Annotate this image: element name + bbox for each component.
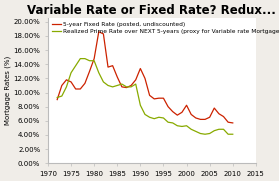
Realized Prime Rate over NEXT 5-years (proxy for Variable rate Mortgage) — [116, 84, 119, 87]
Realized Prime Rate over NEXT 5-years (proxy for Variable rate Mortgage) — [74, 65, 77, 67]
Realized Prime Rate over NEXT 5-years (proxy for Variable rate Mortgage) — [213, 130, 216, 132]
Realized Prime Rate over NEXT 5-years (proxy for Variable rate Mortgage) — [88, 60, 91, 62]
Realized Prime Rate over NEXT 5-years (proxy for Variable rate Mortgage) — [56, 96, 59, 99]
5-year Fixed Rate (posted, undiscounted) — [74, 88, 77, 90]
5-year Fixed Rate (posted, undiscounted) — [157, 97, 160, 99]
Title: Variable Rate or Fixed Rate? Redux...: Variable Rate or Fixed Rate? Redux... — [27, 4, 276, 17]
Realized Prime Rate over NEXT 5-years (proxy for Variable rate Mortgage) — [171, 122, 174, 124]
Realized Prime Rate over NEXT 5-years (proxy for Variable rate Mortgage) — [227, 133, 230, 135]
5-year Fixed Rate (posted, undiscounted) — [199, 118, 202, 121]
5-year Fixed Rate (posted, undiscounted) — [231, 122, 234, 124]
5-year Fixed Rate (posted, undiscounted) — [139, 67, 142, 70]
Y-axis label: Mortgage Rates (%): Mortgage Rates (%) — [4, 56, 11, 125]
Realized Prime Rate over NEXT 5-years (proxy for Variable rate Mortgage) — [194, 130, 198, 132]
5-year Fixed Rate (posted, undiscounted) — [185, 104, 188, 106]
5-year Fixed Rate (posted, undiscounted) — [65, 79, 68, 81]
5-year Fixed Rate (posted, undiscounted) — [166, 106, 170, 108]
5-year Fixed Rate (posted, undiscounted) — [69, 81, 73, 83]
Realized Prime Rate over NEXT 5-years (proxy for Variable rate Mortgage) — [199, 132, 202, 135]
Realized Prime Rate over NEXT 5-years (proxy for Variable rate Mortgage) — [139, 104, 142, 106]
5-year Fixed Rate (posted, undiscounted) — [129, 84, 133, 87]
5-year Fixed Rate (posted, undiscounted) — [120, 86, 124, 88]
Realized Prime Rate over NEXT 5-years (proxy for Variable rate Mortgage) — [222, 128, 225, 130]
5-year Fixed Rate (posted, undiscounted) — [148, 94, 151, 96]
Realized Prime Rate over NEXT 5-years (proxy for Variable rate Mortgage) — [231, 133, 234, 135]
Realized Prime Rate over NEXT 5-years (proxy for Variable rate Mortgage) — [162, 117, 165, 119]
5-year Fixed Rate (posted, undiscounted) — [79, 88, 82, 90]
Realized Prime Rate over NEXT 5-years (proxy for Variable rate Mortgage) — [148, 116, 151, 118]
Realized Prime Rate over NEXT 5-years (proxy for Variable rate Mortgage) — [120, 83, 124, 85]
5-year Fixed Rate (posted, undiscounted) — [171, 111, 174, 113]
Realized Prime Rate over NEXT 5-years (proxy for Variable rate Mortgage) — [83, 58, 86, 60]
5-year Fixed Rate (posted, undiscounted) — [189, 113, 193, 115]
Realized Prime Rate over NEXT 5-years (proxy for Variable rate Mortgage) — [143, 113, 147, 115]
5-year Fixed Rate (posted, undiscounted) — [60, 84, 64, 87]
Realized Prime Rate over NEXT 5-years (proxy for Variable rate Mortgage) — [102, 81, 105, 83]
5-year Fixed Rate (posted, undiscounted) — [143, 77, 147, 79]
5-year Fixed Rate (posted, undiscounted) — [153, 98, 156, 100]
Realized Prime Rate over NEXT 5-years (proxy for Variable rate Mortgage) — [208, 132, 211, 135]
Realized Prime Rate over NEXT 5-years (proxy for Variable rate Mortgage) — [79, 58, 82, 60]
Realized Prime Rate over NEXT 5-years (proxy for Variable rate Mortgage) — [111, 86, 114, 88]
5-year Fixed Rate (posted, undiscounted) — [213, 107, 216, 109]
5-year Fixed Rate (posted, undiscounted) — [194, 117, 198, 119]
Realized Prime Rate over NEXT 5-years (proxy for Variable rate Mortgage) — [65, 86, 68, 88]
5-year Fixed Rate (posted, undiscounted) — [227, 121, 230, 123]
Realized Prime Rate over NEXT 5-years (proxy for Variable rate Mortgage) — [60, 95, 64, 97]
5-year Fixed Rate (posted, undiscounted) — [56, 98, 59, 101]
Realized Prime Rate over NEXT 5-years (proxy for Variable rate Mortgage) — [106, 84, 110, 87]
Realized Prime Rate over NEXT 5-years (proxy for Variable rate Mortgage) — [185, 125, 188, 127]
Realized Prime Rate over NEXT 5-years (proxy for Variable rate Mortgage) — [153, 118, 156, 120]
Realized Prime Rate over NEXT 5-years (proxy for Variable rate Mortgage) — [217, 128, 221, 130]
Realized Prime Rate over NEXT 5-years (proxy for Variable rate Mortgage) — [92, 60, 96, 62]
Legend: 5-year Fixed Rate (posted, undiscounted), Realized Prime Rate over NEXT 5-years : 5-year Fixed Rate (posted, undiscounted)… — [51, 21, 279, 35]
5-year Fixed Rate (posted, undiscounted) — [92, 58, 96, 60]
5-year Fixed Rate (posted, undiscounted) — [125, 87, 128, 89]
5-year Fixed Rate (posted, undiscounted) — [217, 113, 221, 115]
5-year Fixed Rate (posted, undiscounted) — [208, 116, 211, 118]
Realized Prime Rate over NEXT 5-years (proxy for Variable rate Mortgage) — [189, 128, 193, 130]
Realized Prime Rate over NEXT 5-years (proxy for Variable rate Mortgage) — [97, 72, 100, 74]
5-year Fixed Rate (posted, undiscounted) — [88, 70, 91, 72]
5-year Fixed Rate (posted, undiscounted) — [176, 114, 179, 116]
Realized Prime Rate over NEXT 5-years (proxy for Variable rate Mortgage) — [176, 125, 179, 127]
5-year Fixed Rate (posted, undiscounted) — [162, 97, 165, 99]
5-year Fixed Rate (posted, undiscounted) — [134, 79, 138, 81]
Realized Prime Rate over NEXT 5-years (proxy for Variable rate Mortgage) — [166, 121, 170, 123]
5-year Fixed Rate (posted, undiscounted) — [102, 33, 105, 35]
Realized Prime Rate over NEXT 5-years (proxy for Variable rate Mortgage) — [69, 72, 73, 74]
Realized Prime Rate over NEXT 5-years (proxy for Variable rate Mortgage) — [157, 116, 160, 118]
5-year Fixed Rate (posted, undiscounted) — [97, 31, 100, 33]
5-year Fixed Rate (posted, undiscounted) — [116, 76, 119, 78]
5-year Fixed Rate (posted, undiscounted) — [83, 82, 86, 84]
Line: 5-year Fixed Rate (posted, undiscounted): 5-year Fixed Rate (posted, undiscounted) — [57, 32, 233, 123]
5-year Fixed Rate (posted, undiscounted) — [180, 111, 184, 113]
5-year Fixed Rate (posted, undiscounted) — [222, 115, 225, 118]
Realized Prime Rate over NEXT 5-years (proxy for Variable rate Mortgage) — [134, 83, 138, 85]
Realized Prime Rate over NEXT 5-years (proxy for Variable rate Mortgage) — [129, 86, 133, 88]
Realized Prime Rate over NEXT 5-years (proxy for Variable rate Mortgage) — [180, 125, 184, 128]
Realized Prime Rate over NEXT 5-years (proxy for Variable rate Mortgage) — [203, 133, 207, 135]
5-year Fixed Rate (posted, undiscounted) — [106, 66, 110, 68]
Realized Prime Rate over NEXT 5-years (proxy for Variable rate Mortgage) — [125, 86, 128, 88]
Line: Realized Prime Rate over NEXT 5-years (proxy for Variable rate Mortgage): Realized Prime Rate over NEXT 5-years (p… — [57, 59, 233, 134]
5-year Fixed Rate (posted, undiscounted) — [203, 118, 207, 121]
5-year Fixed Rate (posted, undiscounted) — [111, 65, 114, 67]
